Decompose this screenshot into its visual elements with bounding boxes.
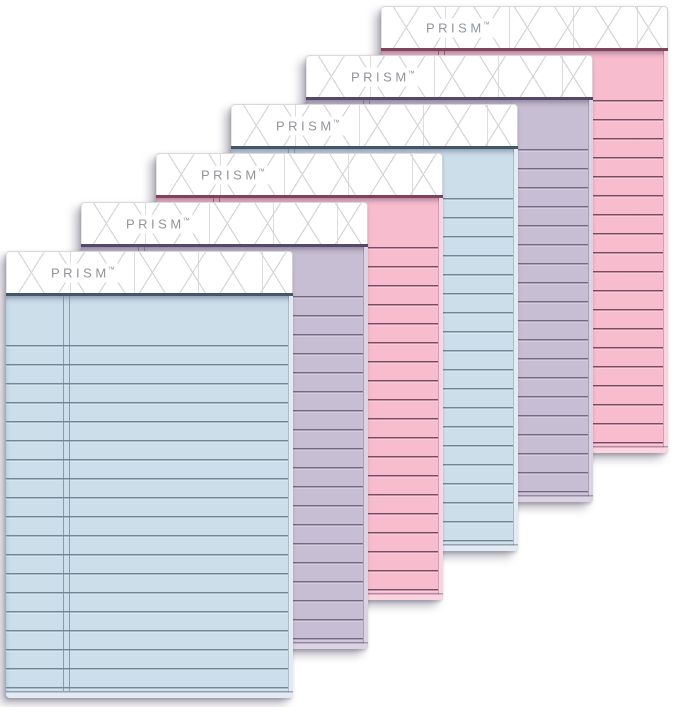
brand-logo-text: PRISM™ <box>270 116 346 135</box>
notepad-binding-header: PRISM™ <box>6 251 293 293</box>
trademark-symbol: ™ <box>407 70 415 77</box>
notepad-1-front-blue: PRISM™ <box>6 251 293 698</box>
brand-name: PRISM <box>51 265 110 280</box>
page-edge-bottom <box>6 691 293 698</box>
notepad-binding-header: PRISM™ <box>81 202 368 244</box>
margin-line <box>63 296 70 691</box>
brand-logo-text: PRISM™ <box>195 165 271 184</box>
brand-name: PRISM <box>126 216 185 231</box>
page-edge-right <box>288 296 293 698</box>
brand-logo-text: PRISM™ <box>120 214 196 233</box>
trademark-symbol: ™ <box>107 266 115 273</box>
brand-name: PRISM <box>426 20 485 35</box>
ruled-lines <box>6 345 288 691</box>
ruled-paper <box>6 293 293 698</box>
notepad-binding-header: PRISM™ <box>156 153 443 195</box>
brand-name: PRISM <box>351 69 410 84</box>
page-edge-right <box>363 247 368 649</box>
brand-logo-text: PRISM™ <box>420 18 496 37</box>
page-edge-right <box>663 51 668 453</box>
brand-name: PRISM <box>276 118 335 133</box>
page-edge-right <box>588 100 593 502</box>
notepad-binding-header: PRISM™ <box>381 6 668 48</box>
trademark-symbol: ™ <box>332 119 340 126</box>
notepad-binding-header: PRISM™ <box>231 104 518 146</box>
trademark-symbol: ™ <box>182 217 190 224</box>
brand-logo-text: PRISM™ <box>345 67 421 86</box>
trademark-symbol: ™ <box>482 21 490 28</box>
page-edge-right <box>513 149 518 551</box>
brand-logo-text: PRISM™ <box>45 263 121 282</box>
notepad-binding-header: PRISM™ <box>306 55 593 97</box>
page-edge-right <box>438 198 443 600</box>
brand-name: PRISM <box>201 167 260 182</box>
trademark-symbol: ™ <box>257 168 265 175</box>
